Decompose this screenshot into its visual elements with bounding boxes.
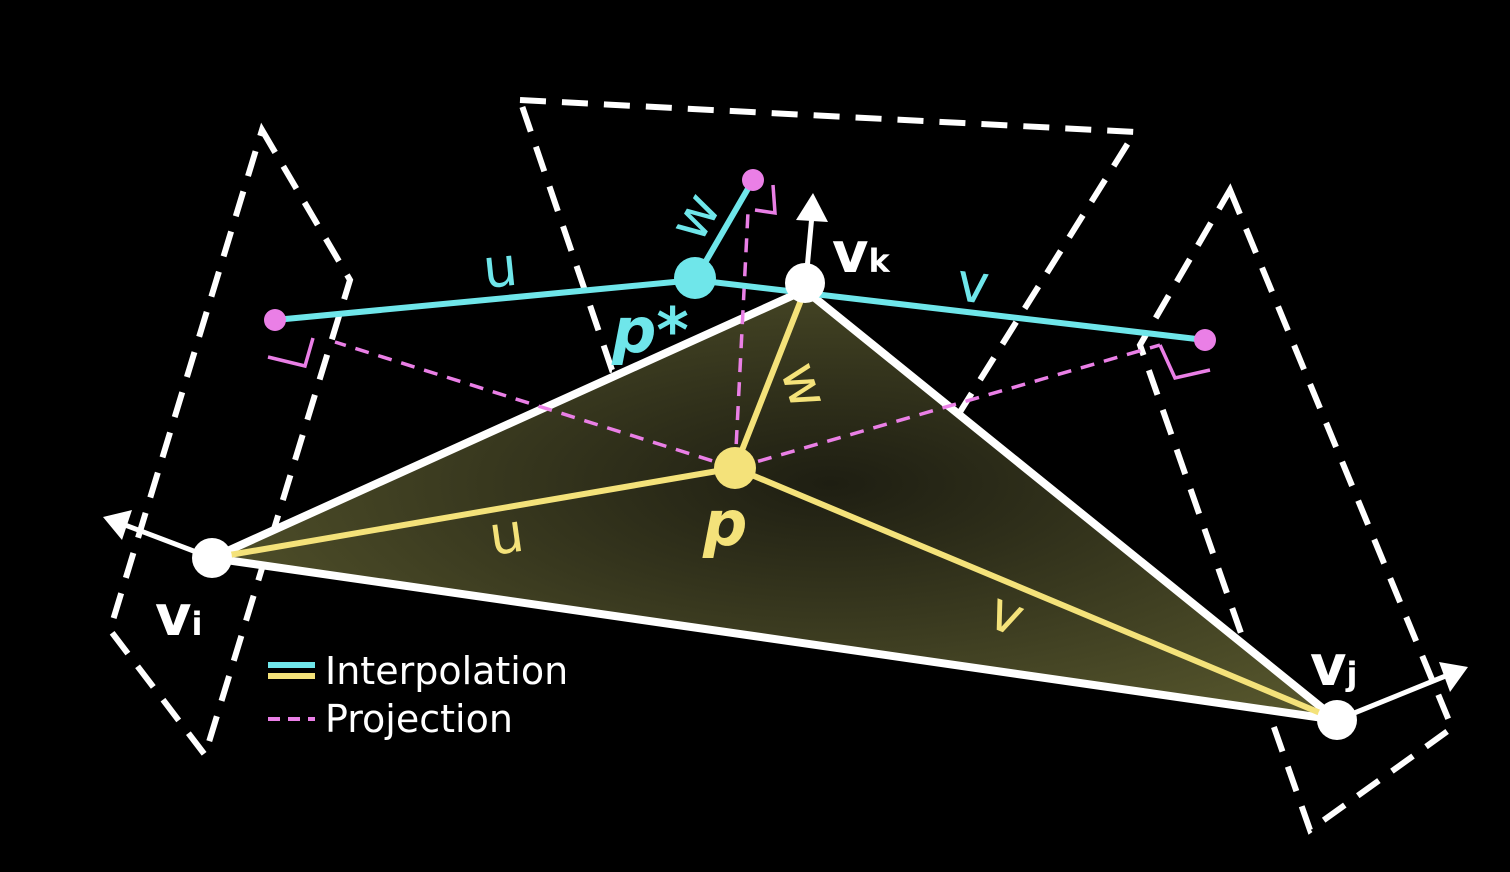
arrowhead-vi	[103, 510, 132, 540]
plane-vj	[1136, 183, 1456, 835]
cyan-v-line	[692, 277, 1208, 343]
label-cyan-u: u	[480, 235, 521, 301]
right-angle-vj	[1158, 344, 1211, 381]
plane-vk	[515, 96, 1141, 424]
projected-point-vk	[742, 169, 764, 191]
legend-projection-label: Projection	[325, 697, 513, 741]
label-p: p	[702, 487, 747, 560]
right-angle-vi	[267, 337, 315, 369]
legend-interpolation-label: Interpolation	[325, 649, 568, 693]
label-vj: vj	[1310, 634, 1357, 699]
yellow-u-line	[209, 465, 738, 561]
dashed-planes	[106, 96, 1456, 835]
label-vk: vk	[832, 221, 891, 286]
label-cyan-v: v	[953, 250, 992, 316]
vertices	[192, 263, 1357, 740]
yellow-w-line	[732, 287, 808, 471]
vertex-vk	[785, 263, 825, 303]
vertex-vj	[1317, 700, 1357, 740]
projection-to-pk	[733, 211, 750, 469]
arrowhead-vj	[1439, 662, 1468, 692]
projection-to-pj	[734, 343, 1161, 470]
label-vi: vi	[155, 584, 202, 649]
point-p-star	[674, 257, 716, 299]
point-p	[714, 447, 756, 489]
label-p-star: p*	[611, 294, 689, 367]
projection-lines	[334, 211, 1161, 470]
projected-point-vj	[1194, 329, 1216, 351]
arrowhead-vk	[796, 193, 828, 222]
yellow-interpolation	[209, 287, 1340, 723]
projected-point-vi	[264, 309, 286, 331]
projection-to-pi	[334, 340, 736, 470]
cyan-u-line	[272, 277, 698, 323]
projected-points	[264, 169, 1216, 351]
right-angle-markers	[267, 184, 1211, 381]
triangle-face	[208, 286, 1341, 724]
legend: Interpolation Projection	[268, 649, 568, 741]
yellow-v-line	[732, 465, 1340, 723]
vertex-vi	[192, 538, 232, 578]
right-angle-vk	[754, 184, 777, 216]
